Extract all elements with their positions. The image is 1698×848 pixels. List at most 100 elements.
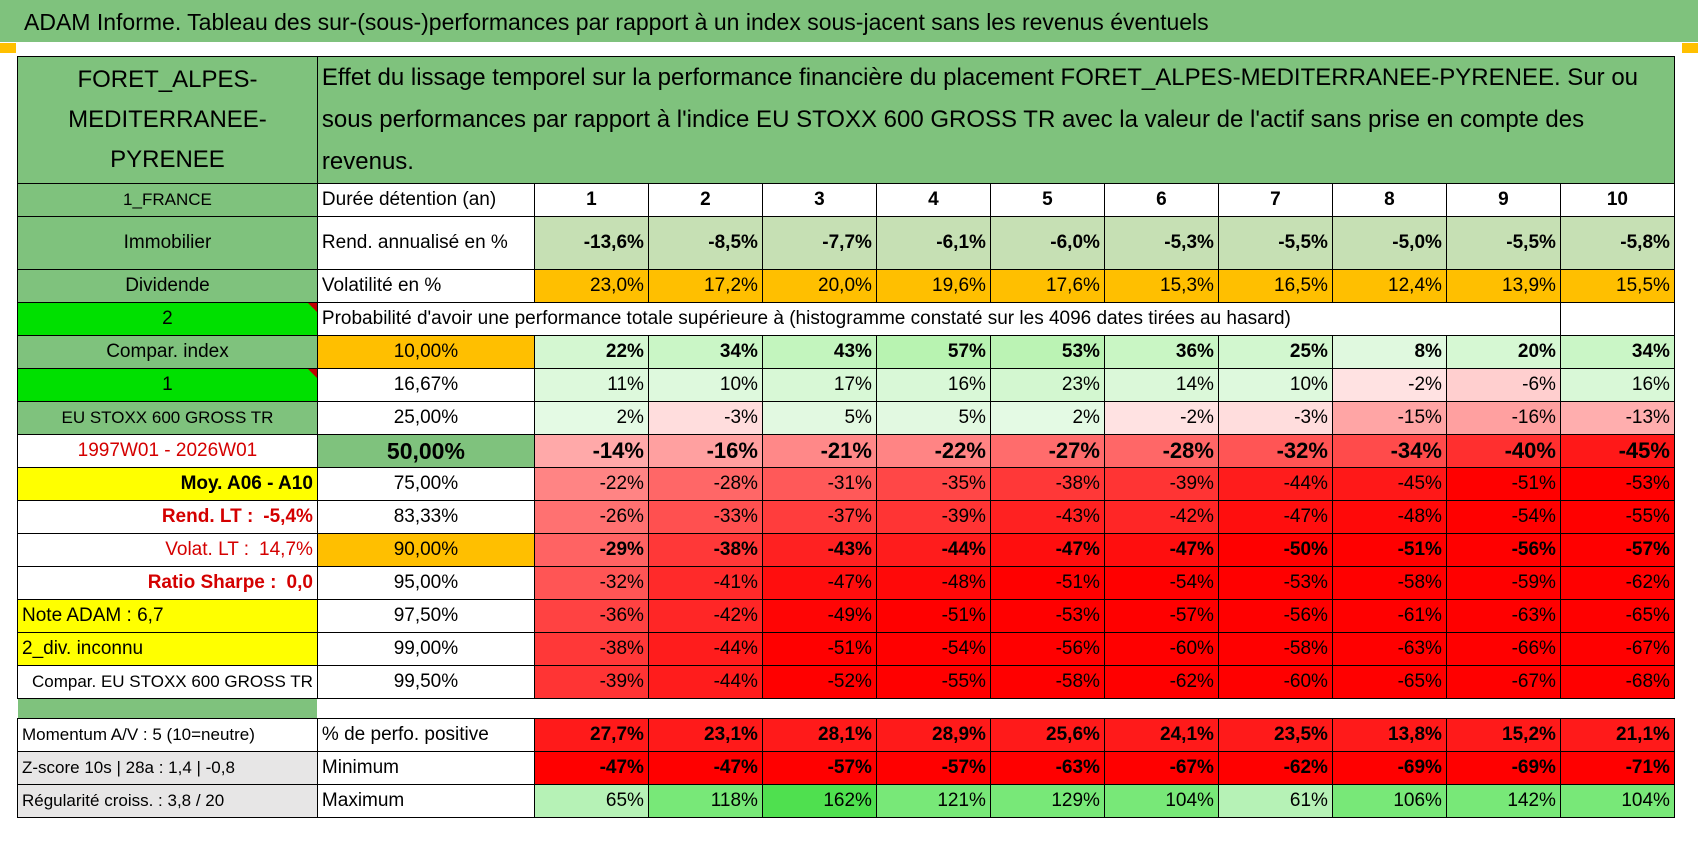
stat-value-cell: 25,6% xyxy=(989,718,1105,752)
num1-cell[interactable]: 1 xyxy=(17,368,318,402)
prob-value-cell: -14% xyxy=(533,434,649,468)
years-cell: 9 xyxy=(1445,183,1561,217)
prob-value-cell: -39% xyxy=(875,500,991,534)
percentile-cell: 97,50% xyxy=(316,599,535,633)
prob-value-cell: -51% xyxy=(875,599,991,633)
sharpe-label: Ratio Sharpe : xyxy=(147,572,277,593)
prob-value-cell: -45% xyxy=(1331,467,1447,501)
percentile-cell: 16,67% xyxy=(316,368,535,402)
prob-value-cell: -56% xyxy=(989,632,1105,666)
prob-value-cell: -29% xyxy=(533,533,649,567)
years-cell: 8 xyxy=(1331,183,1447,217)
prob-value-cell: -6% xyxy=(1445,368,1561,402)
prob-value-cell: -38% xyxy=(533,632,649,666)
prob-value-cell: -44% xyxy=(875,533,991,567)
prob-value-cell: -51% xyxy=(989,566,1105,600)
prob-value-cell: -37% xyxy=(761,500,877,534)
prob-value-cell: 10% xyxy=(647,368,763,402)
prob-value-cell: -68% xyxy=(1559,665,1675,699)
num2-cell[interactable]: 2 xyxy=(17,302,318,336)
stat-value-cell: 28,9% xyxy=(875,718,991,752)
separator-cell xyxy=(648,698,763,719)
prob-value-cell: -43% xyxy=(989,500,1105,534)
stat-value-cell: -69% xyxy=(1331,751,1447,785)
prob-value-cell: -50% xyxy=(1217,533,1333,567)
rend-label: Rend. annualisé en % xyxy=(316,216,535,270)
years-cell: 6 xyxy=(1103,183,1219,217)
rend-cell: -13,6% xyxy=(533,216,649,270)
prob-value-cell: -22% xyxy=(533,467,649,501)
country-label: 1_FRANCE xyxy=(17,183,318,217)
rend-cell: -8,5% xyxy=(647,216,763,270)
prob-value-cell: 2% xyxy=(533,401,649,435)
stat-value-cell: 24,1% xyxy=(1103,718,1219,752)
stat-value-cell: -67% xyxy=(1103,751,1219,785)
percentile-cell: 95,00% xyxy=(316,566,535,600)
prob-value-cell: -28% xyxy=(647,467,763,501)
prob-value-cell: 22% xyxy=(533,335,649,369)
report-title: ADAM Informe. Tableau des sur-(sous-)per… xyxy=(0,0,1698,42)
prob-value-cell: -16% xyxy=(1445,401,1561,435)
stat-value-cell: 142% xyxy=(1445,784,1561,818)
prob-value-cell: -26% xyxy=(533,500,649,534)
prob-value-cell: 36% xyxy=(1103,335,1219,369)
note-adam: Note ADAM : 6,7 xyxy=(17,599,318,633)
prob-value-cell: -63% xyxy=(1445,599,1561,633)
compar-index-label: Compar. index xyxy=(17,335,318,369)
prob-value-cell: 23% xyxy=(989,368,1105,402)
prob-value-cell: -45% xyxy=(1559,434,1675,468)
stat-value-cell: 23,5% xyxy=(1217,718,1333,752)
years-cell: 5 xyxy=(989,183,1105,217)
vol-cell: 23,0% xyxy=(533,269,649,303)
stat-value-cell: 106% xyxy=(1331,784,1447,818)
prob-value-cell: -3% xyxy=(647,401,763,435)
stat-value-cell: -62% xyxy=(1217,751,1333,785)
stat-value-cell: -69% xyxy=(1445,751,1561,785)
prob-value-cell: -40% xyxy=(1445,434,1561,468)
separator-cell xyxy=(1218,698,1333,719)
performance-table: FORET_ALPES-MEDITERRANEE-PYRENEE Effet d… xyxy=(17,56,1675,818)
volat-lt: Volat. LT : 14,7% xyxy=(17,533,318,567)
stat-label: Régularité croiss. : 3,8 / 20 xyxy=(17,784,318,818)
prob-value-cell: 10% xyxy=(1217,368,1333,402)
prob-value-cell: 16% xyxy=(875,368,991,402)
prob-value-cell: -56% xyxy=(1217,599,1333,633)
stat-value-cell: 15,2% xyxy=(1445,718,1561,752)
years-cell: 3 xyxy=(761,183,877,217)
prob-value-cell: -32% xyxy=(1217,434,1333,468)
prob-value-cell: 16% xyxy=(1559,368,1675,402)
prob-value-cell: -60% xyxy=(1217,665,1333,699)
prob-value-cell: -67% xyxy=(1559,632,1675,666)
stat-value-cell: 27,7% xyxy=(533,718,649,752)
rend-lt-value: -5,4% xyxy=(263,506,313,527)
rend-cell: -6,1% xyxy=(875,216,991,270)
prob-value-cell: -58% xyxy=(1217,632,1333,666)
prob-value-cell: -34% xyxy=(1331,434,1447,468)
separator-cell xyxy=(762,698,877,719)
prob-value-cell: -66% xyxy=(1445,632,1561,666)
rend-cell: -5,8% xyxy=(1559,216,1675,270)
prob-value-cell: 17% xyxy=(761,368,877,402)
prob-value-cell: 2% xyxy=(989,401,1105,435)
stat-value-cell: -47% xyxy=(647,751,763,785)
prob-value-cell: 25% xyxy=(1217,335,1333,369)
stat-value-cell: 61% xyxy=(1217,784,1333,818)
vol-cell: 15,3% xyxy=(1103,269,1219,303)
prob-value-cell: -35% xyxy=(875,467,991,501)
prob-value-cell: -53% xyxy=(1559,467,1675,501)
separator-cell xyxy=(990,698,1105,719)
rend-cell: -5,5% xyxy=(1217,216,1333,270)
prob-value-cell: -39% xyxy=(533,665,649,699)
separator-cell xyxy=(1446,698,1561,719)
vol-cell: 15,5% xyxy=(1559,269,1675,303)
prob-value-cell: -21% xyxy=(761,434,877,468)
corner-marker-right xyxy=(1682,43,1698,53)
prob-value-cell: -39% xyxy=(1103,467,1219,501)
prob-value-cell: -47% xyxy=(1217,500,1333,534)
stat-metric-label: Minimum xyxy=(316,751,535,785)
prob-value-cell: -13% xyxy=(1559,401,1675,435)
stat-value-cell: 162% xyxy=(761,784,877,818)
prob-value-cell: 8% xyxy=(1331,335,1447,369)
rend-cell: -5,0% xyxy=(1331,216,1447,270)
stat-value-cell: -63% xyxy=(989,751,1105,785)
